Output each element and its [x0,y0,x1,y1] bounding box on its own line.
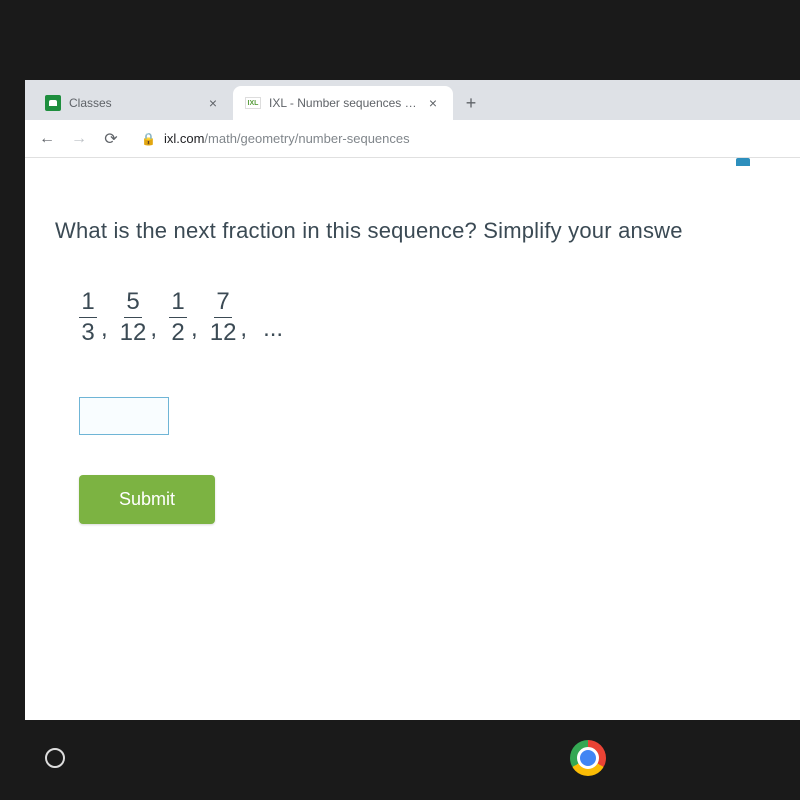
ixl-icon: IXL [245,97,261,109]
back-button[interactable]: ← [33,125,61,153]
fraction-2: 5 12 [120,289,147,347]
new-tab-button[interactable]: + [457,89,485,117]
submit-button[interactable]: Submit [79,475,215,524]
fraction-1: 1 3 [79,289,97,347]
launcher-button[interactable] [45,748,65,768]
fraction-3: 1 2 [169,289,187,347]
page-content: What is the next fraction in this sequen… [25,158,800,524]
ellipsis: ... [259,315,283,347]
question-text: What is the next fraction in this sequen… [55,218,800,244]
separator: , [236,315,259,347]
taskbar [25,734,775,782]
separator: , [146,315,169,347]
close-icon[interactable]: × [205,95,221,111]
lock-icon: 🔒 [141,132,156,146]
tab-title: IXL - Number sequences (Geome [269,96,417,110]
tab-title: Classes [69,96,197,110]
answer-input[interactable] [79,397,169,435]
url-text: ixl.com/math/geometry/number-sequences [164,131,410,146]
tab-bar: Classes × IXL IXL - Number sequences (Ge… [25,80,800,120]
close-icon[interactable]: × [425,95,441,111]
tab-ixl[interactable]: IXL IXL - Number sequences (Geome × [233,86,453,120]
address-bar[interactable]: 🔒 ixl.com/math/geometry/number-sequences [129,125,792,153]
chrome-icon[interactable] [570,740,606,776]
forward-button[interactable]: → [65,125,93,153]
browser-window: Classes × IXL IXL - Number sequences (Ge… [25,80,800,720]
header-accent [736,158,750,166]
reload-button[interactable]: ⟳ [97,125,125,153]
browser-toolbar: ← → ⟳ 🔒 ixl.com/math/geometry/number-seq… [25,120,800,158]
separator: , [97,315,120,347]
classroom-icon [45,95,61,111]
separator: , [187,315,210,347]
fraction-4: 7 12 [210,289,237,347]
tab-classes[interactable]: Classes × [33,86,233,120]
fraction-sequence: 1 3 , 5 12 , 1 2 , 7 12 , ... [79,289,800,347]
